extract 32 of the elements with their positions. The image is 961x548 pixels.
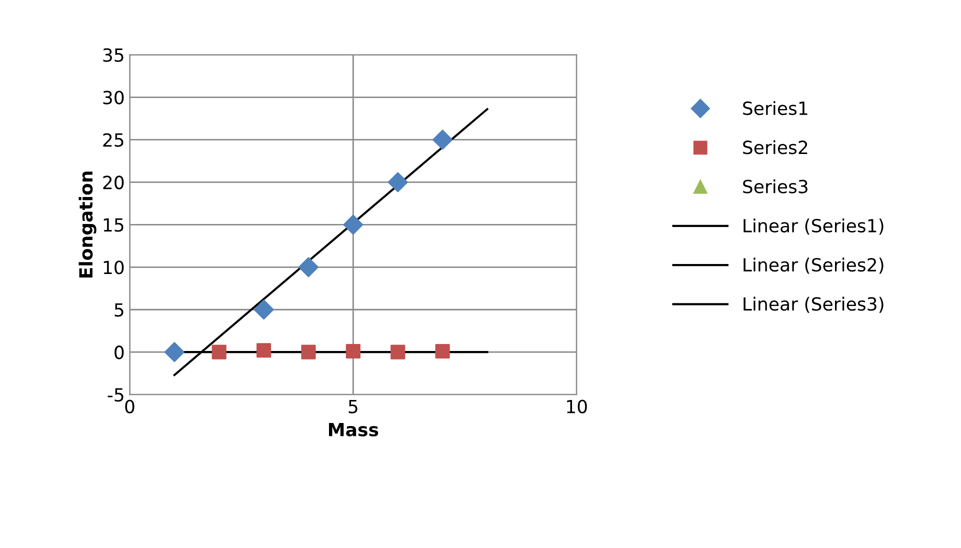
point [390,344,406,360]
legend-label: Series3 [743,179,808,194]
y-tick-label: 15 [104,218,124,232]
y-tick-label: 10 [104,260,124,274]
y-axis-title: Elongation [78,172,96,278]
point [254,300,274,320]
y-tick-label: 35 [103,48,124,62]
point [432,130,453,150]
point [301,344,316,360]
y-tick-label: 0 [114,346,124,360]
legend-label: Series2 [743,140,808,154]
x-tick-label: 10 [567,400,587,414]
x-tick-label: 5 [348,400,358,414]
point [388,172,408,192]
point [435,344,450,359]
legend-label: Linear (Series3) [744,296,884,313]
y-tick-label: 20 [103,176,124,190]
y-tick-label: -5 [108,388,124,402]
legend-label: Series1 [743,101,808,116]
point [256,343,272,358]
y-tick-label: 25 [103,133,124,147]
point [343,214,364,235]
y-tick-label: 30 [103,90,124,104]
legend-label: Linear (Series2) [744,258,884,274]
y-tick-label: 5 [114,303,124,317]
point [346,344,360,359]
legend-label: Linear (Series1) [744,218,884,235]
x-axis-title: Mass [329,423,378,436]
point [298,257,318,278]
point [212,344,226,360]
x-tick-label: 0 [125,400,134,414]
point [164,342,184,362]
